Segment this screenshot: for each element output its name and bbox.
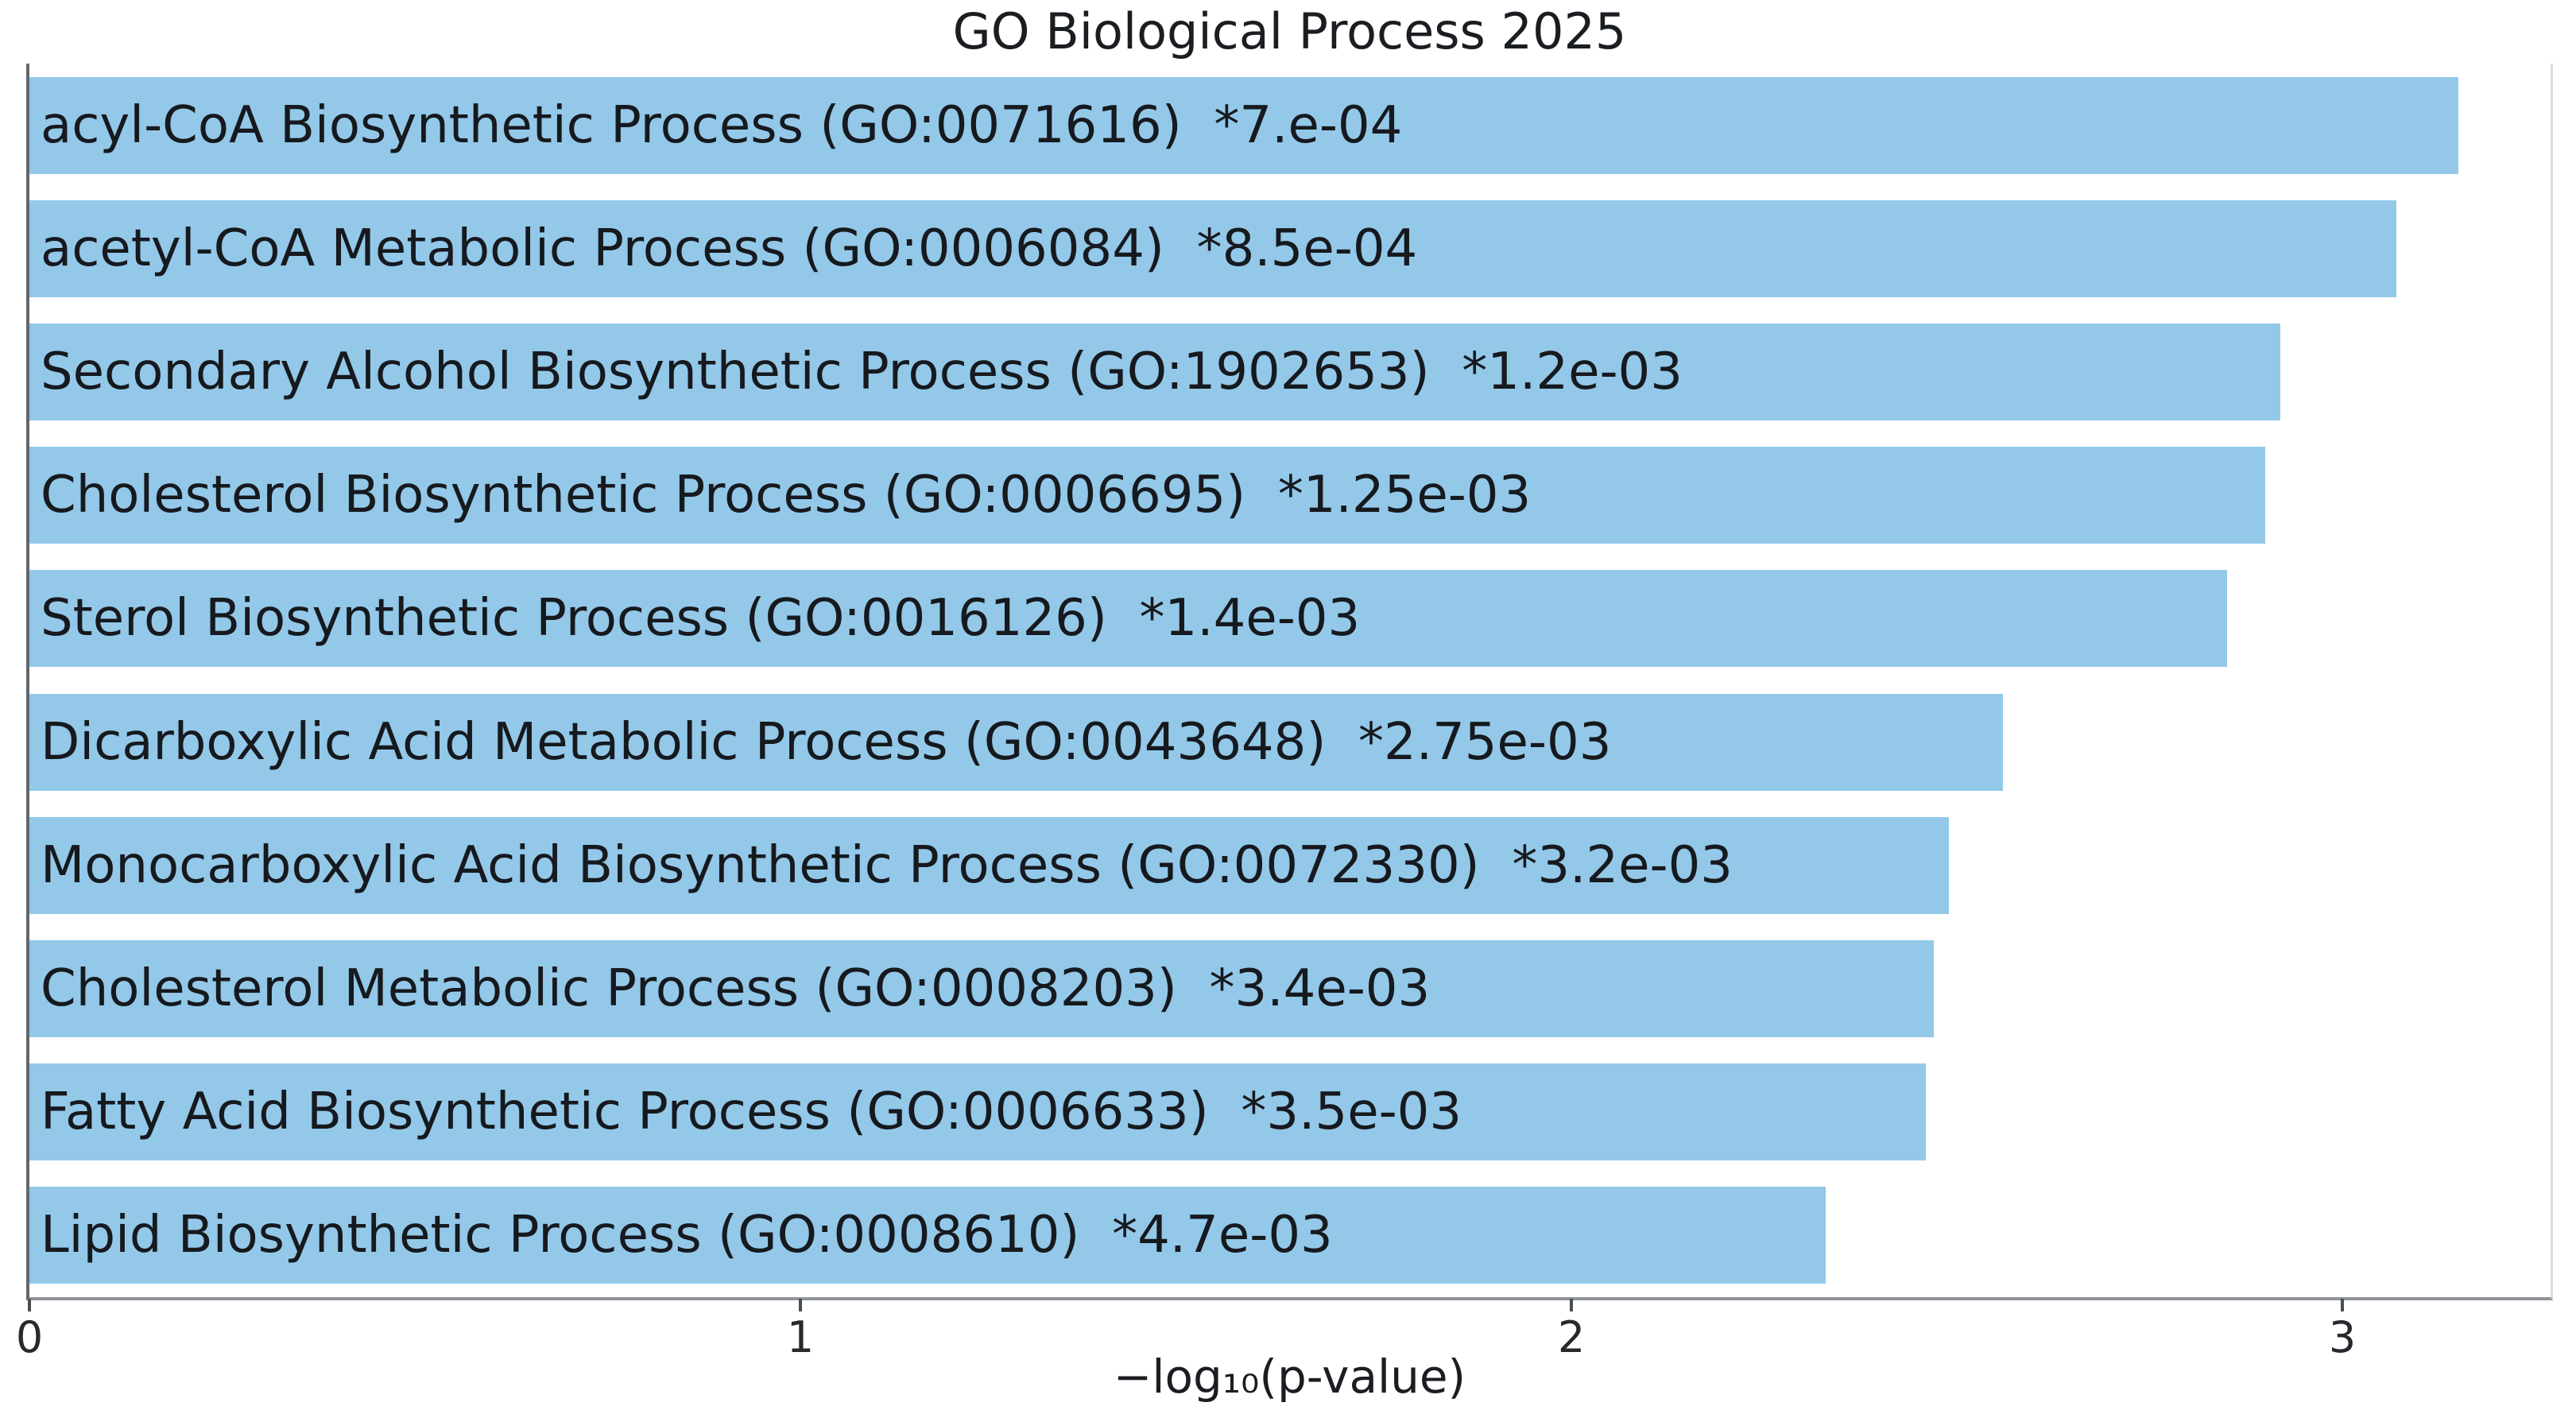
bar-group: acyl-CoA Biosynthetic Process (GO:007161…	[29, 64, 2551, 1297]
x-tick-mark	[28, 1299, 31, 1311]
x-tick-label: 1	[786, 1312, 815, 1362]
x-tick-mark	[799, 1299, 803, 1311]
bar-label: Cholesterol Biosynthetic Process (GO:000…	[41, 466, 1532, 525]
bar: Fatty Acid Biosynthetic Process (GO:0006…	[29, 1063, 1927, 1161]
bar-label: acetyl-CoA Metabolic Process (GO:0006084…	[41, 219, 1418, 278]
bar: Dicarboxylic Acid Metabolic Process (GO:…	[29, 693, 2004, 791]
bar: Cholesterol Biosynthetic Process (GO:000…	[29, 447, 2266, 544]
bar: Lipid Biosynthetic Process (GO:0008610) …	[29, 1187, 1826, 1284]
chart-title: GO Biological Process 2025	[952, 2, 1627, 60]
bar-label: Lipid Biosynthetic Process (GO:0008610) …	[41, 1206, 1333, 1265]
bar-row: Lipid Biosynthetic Process (GO:0008610) …	[29, 1174, 2551, 1297]
bar-label: Dicarboxylic Acid Metabolic Process (GO:…	[41, 712, 1612, 772]
bar-row: Secondary Alcohol Biosynthetic Process (…	[29, 310, 2551, 433]
plot-area: acyl-CoA Biosynthetic Process (GO:007161…	[16, 64, 2553, 1359]
x-tick-mark	[2341, 1299, 2345, 1311]
bar: acyl-CoA Biosynthetic Process (GO:007161…	[29, 76, 2458, 174]
bar: Monocarboxylic Acid Biosynthetic Process…	[29, 816, 1950, 914]
x-axis-label: −log₁₀(p-value)	[1113, 1350, 1466, 1404]
bar-row: Fatty Acid Biosynthetic Process (GO:0006…	[29, 1051, 2551, 1174]
bar-row: Cholesterol Biosynthetic Process (GO:000…	[29, 434, 2551, 557]
bar-row: Dicarboxylic Acid Metabolic Process (GO:…	[29, 680, 2551, 804]
bar-label: Monocarboxylic Acid Biosynthetic Process…	[41, 835, 1733, 895]
bar-row: Cholesterol Metabolic Process (GO:000820…	[29, 927, 2551, 1050]
bar-row: Monocarboxylic Acid Biosynthetic Process…	[29, 804, 2551, 927]
bar-label: Sterol Biosynthetic Process (GO:0016126)…	[41, 589, 1361, 649]
x-tick-mark	[1570, 1299, 1574, 1311]
bar-row: acetyl-CoA Metabolic Process (GO:0006084…	[29, 187, 2551, 310]
bar-row: acyl-CoA Biosynthetic Process (GO:007161…	[29, 64, 2551, 187]
x-tick-label: 0	[15, 1312, 44, 1362]
bar-row: Sterol Biosynthetic Process (GO:0016126)…	[29, 557, 2551, 680]
bar: Cholesterol Metabolic Process (GO:000820…	[29, 940, 1934, 1038]
bar: Sterol Biosynthetic Process (GO:0016126)…	[29, 570, 2227, 668]
bar-label: Fatty Acid Biosynthetic Process (GO:0006…	[41, 1083, 1462, 1142]
bar-label: acyl-CoA Biosynthetic Process (GO:007161…	[41, 95, 1403, 155]
x-tick-label: 2	[1557, 1312, 1586, 1362]
bar-label: Secondary Alcohol Biosynthetic Process (…	[41, 343, 1683, 401]
bar-label: Cholesterol Metabolic Process (GO:000820…	[41, 959, 1431, 1019]
bar: acetyl-CoA Metabolic Process (GO:0006084…	[29, 200, 2396, 297]
x-tick-label: 3	[2328, 1312, 2357, 1362]
bar: Secondary Alcohol Biosynthetic Process (…	[29, 323, 2281, 420]
